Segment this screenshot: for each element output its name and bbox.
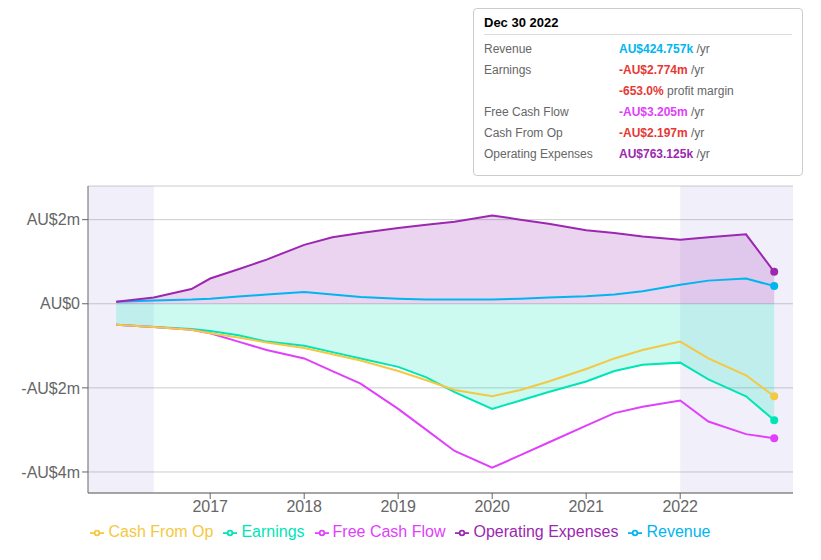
svg-text:-AU$2m: -AU$2m xyxy=(21,380,80,397)
svg-text:2017: 2017 xyxy=(192,498,228,515)
svg-text:2021: 2021 xyxy=(568,498,604,515)
html-text:-AU$3.205m /yr: -AU$3.205m /yr xyxy=(619,105,705,119)
html-text:Cash From Op: Cash From Op xyxy=(484,126,563,140)
html-text:Dec 30 2022: Dec 30 2022 xyxy=(484,15,559,30)
html-text:Cash From Op: Cash From Op xyxy=(108,523,214,540)
html-text:-AU$2.197m /yr: -AU$2.197m /yr xyxy=(619,126,705,140)
html-text:-AU$2.774m /yr: -AU$2.774m /yr xyxy=(619,63,705,77)
html-text:Revenue: Revenue xyxy=(646,523,711,540)
html-text:Revenue: Revenue xyxy=(484,42,532,56)
svg-text:2019: 2019 xyxy=(380,498,416,515)
svg-text:AU$2m: AU$2m xyxy=(27,211,80,228)
svg-text:AU$0: AU$0 xyxy=(40,295,80,312)
html-text:Earnings: Earnings xyxy=(241,523,305,540)
html-text:AU$763.125k /yr: AU$763.125k /yr xyxy=(619,147,710,161)
svg-text:-AU$4m: -AU$4m xyxy=(21,464,80,481)
html-text:AU$424.757k /yr: AU$424.757k /yr xyxy=(619,42,710,56)
svg-text:2020: 2020 xyxy=(474,498,510,515)
svg-text:2018: 2018 xyxy=(286,498,322,515)
html-text:Earnings: Earnings xyxy=(484,63,532,77)
html-text:Operating Expenses: Operating Expenses xyxy=(473,523,619,540)
svg-text:2022: 2022 xyxy=(662,498,698,515)
html-text:Free Cash Flow: Free Cash Flow xyxy=(332,523,446,540)
html-text:Free Cash Flow: Free Cash Flow xyxy=(484,105,569,119)
html-text:Operating Expenses: Operating Expenses xyxy=(484,147,593,161)
html-text:-653.0% profit margin: -653.0% profit margin xyxy=(619,84,734,98)
